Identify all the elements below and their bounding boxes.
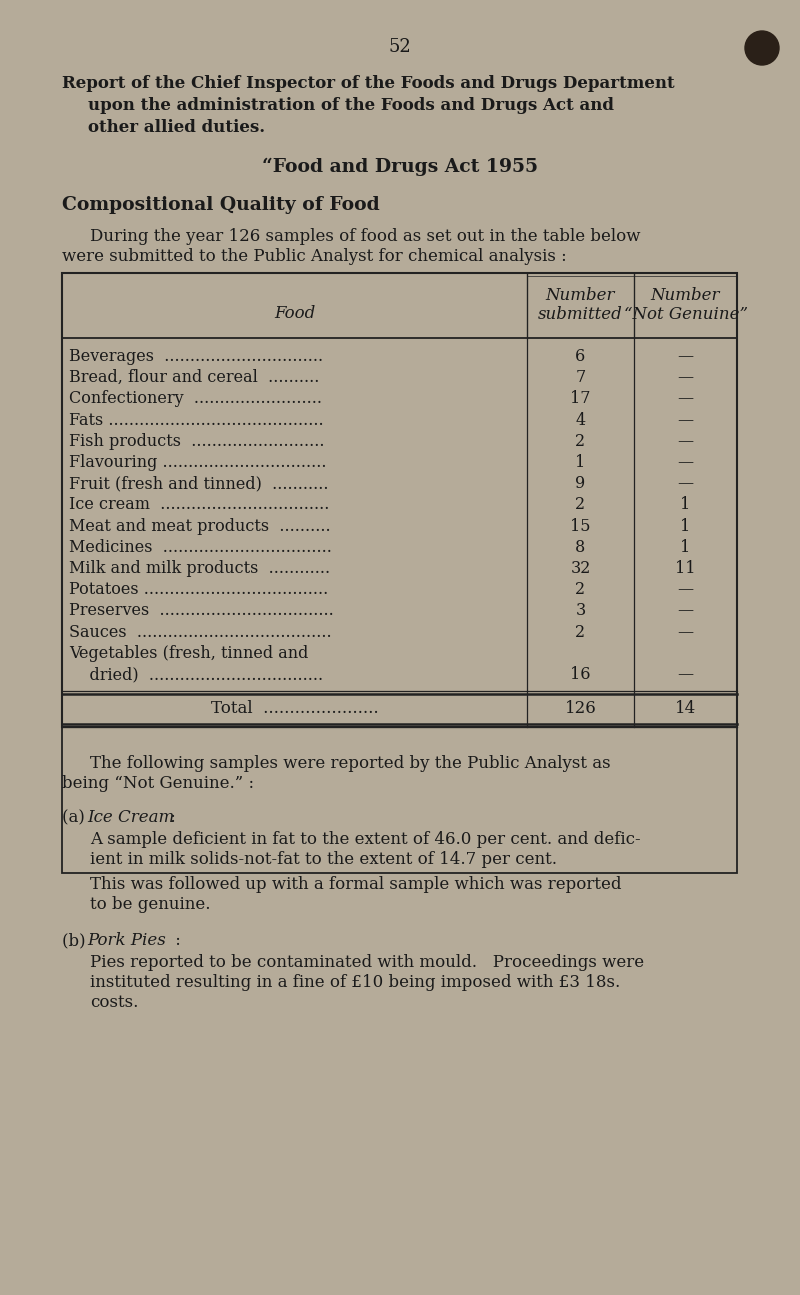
Text: ient in milk solids-not-fat to the extent of 14.7 per cent.: ient in milk solids-not-fat to the exten…: [90, 851, 557, 868]
Text: Food: Food: [274, 306, 315, 322]
Text: Total  ......................: Total ......................: [210, 701, 378, 717]
Text: —: —: [678, 602, 694, 619]
Text: 2: 2: [575, 581, 586, 598]
Text: The following samples were reported by the Public Analyst as: The following samples were reported by t…: [90, 755, 610, 772]
Text: Number: Number: [650, 287, 720, 304]
Text: Compositional Quality of Food: Compositional Quality of Food: [62, 196, 380, 214]
Text: 7: 7: [575, 369, 586, 386]
Text: “Not Genuine”: “Not Genuine”: [623, 306, 747, 322]
Text: :: :: [165, 809, 176, 826]
Text: Sauces  ......................................: Sauces .................................…: [69, 624, 332, 641]
Text: 4: 4: [575, 412, 586, 429]
Text: 2: 2: [575, 433, 586, 449]
Text: —: —: [678, 624, 694, 641]
Text: 1: 1: [680, 539, 690, 556]
Text: Number: Number: [546, 287, 615, 304]
Text: costs.: costs.: [90, 995, 138, 1011]
Text: 17: 17: [570, 390, 590, 408]
Text: were submitted to the Public Analyst for chemical analysis :: were submitted to the Public Analyst for…: [62, 249, 566, 265]
Text: (b): (b): [62, 932, 91, 949]
Text: dried)  ..................................: dried) .................................…: [69, 666, 323, 682]
Text: 6: 6: [575, 348, 586, 365]
Text: 2: 2: [575, 624, 586, 641]
Text: 11: 11: [675, 559, 696, 578]
Text: Bread, flour and cereal  ..........: Bread, flour and cereal ..........: [69, 369, 319, 386]
Text: Report of the Chief Inspector of the Foods and Drugs Department: Report of the Chief Inspector of the Foo…: [62, 75, 674, 92]
Text: 14: 14: [675, 701, 696, 717]
Text: —: —: [678, 455, 694, 471]
Text: 1: 1: [680, 518, 690, 535]
Text: (a): (a): [62, 809, 90, 826]
Text: 15: 15: [570, 518, 590, 535]
Text: other allied duties.: other allied duties.: [88, 119, 265, 136]
Text: Fish products  ..........................: Fish products ..........................: [69, 433, 325, 449]
Text: —: —: [678, 369, 694, 386]
Text: Confectionery  .........................: Confectionery .........................: [69, 390, 322, 408]
Text: Fats ..........................................: Fats ...................................…: [69, 412, 324, 429]
Text: 1: 1: [680, 496, 690, 513]
Text: 3: 3: [575, 602, 586, 619]
Text: instituted resulting in a fine of £10 being imposed with £3 18s.: instituted resulting in a fine of £10 be…: [90, 974, 620, 991]
Text: —: —: [678, 390, 694, 408]
Text: Fruit (fresh and tinned)  ...........: Fruit (fresh and tinned) ...........: [69, 475, 329, 492]
Text: being “Not Genuine.” :: being “Not Genuine.” :: [62, 776, 254, 793]
Text: Flavouring ................................: Flavouring .............................…: [69, 455, 326, 471]
Text: Ice cream  .................................: Ice cream ..............................…: [69, 496, 330, 513]
Text: :: :: [170, 932, 181, 949]
Text: Vegetables (fresh, tinned and: Vegetables (fresh, tinned and: [69, 645, 308, 662]
Text: 8: 8: [575, 539, 586, 556]
Circle shape: [745, 31, 779, 65]
Text: submitted: submitted: [538, 306, 623, 322]
Text: 2: 2: [575, 496, 586, 513]
Text: Preserves  ..................................: Preserves ..............................…: [69, 602, 334, 619]
Bar: [62, 273, 737, 728]
Text: Beverages  ...............................: Beverages ..............................…: [69, 348, 323, 365]
Text: —: —: [678, 581, 694, 598]
Text: Milk and milk products  ............: Milk and milk products ............: [69, 559, 330, 578]
Text: —: —: [678, 348, 694, 365]
Text: Ice Cream: Ice Cream: [87, 809, 174, 826]
Text: 16: 16: [570, 666, 590, 682]
Text: upon the administration of the Foods and Drugs Act and: upon the administration of the Foods and…: [88, 97, 614, 114]
Text: Meat and meat products  ..........: Meat and meat products ..........: [69, 518, 330, 535]
Text: Potatoes ....................................: Potatoes ...............................…: [69, 581, 328, 598]
Text: to be genuine.: to be genuine.: [90, 896, 210, 913]
Text: 32: 32: [570, 559, 590, 578]
Text: A sample deficient in fat to the extent of 46.0 per cent. and defic-: A sample deficient in fat to the extent …: [90, 831, 641, 848]
Text: 52: 52: [389, 38, 411, 56]
Text: Pork Pies: Pork Pies: [87, 932, 166, 949]
Text: —: —: [678, 666, 694, 682]
Bar: [62, 273, 737, 873]
Text: During the year 126 samples of food as set out in the table below: During the year 126 samples of food as s…: [90, 228, 641, 245]
Text: 126: 126: [565, 701, 596, 717]
Text: —: —: [678, 412, 694, 429]
Text: “Food and Drugs Act 1955: “Food and Drugs Act 1955: [262, 158, 538, 176]
Text: 9: 9: [575, 475, 586, 492]
Text: —: —: [678, 433, 694, 449]
Text: Medicines  .................................: Medicines ..............................…: [69, 539, 332, 556]
Text: 1: 1: [575, 455, 586, 471]
Text: This was followed up with a formal sample which was reported: This was followed up with a formal sampl…: [90, 877, 622, 894]
Text: Pies reported to be contaminated with mould.   Proceedings were: Pies reported to be contaminated with mo…: [90, 954, 644, 971]
Text: —: —: [678, 475, 694, 492]
